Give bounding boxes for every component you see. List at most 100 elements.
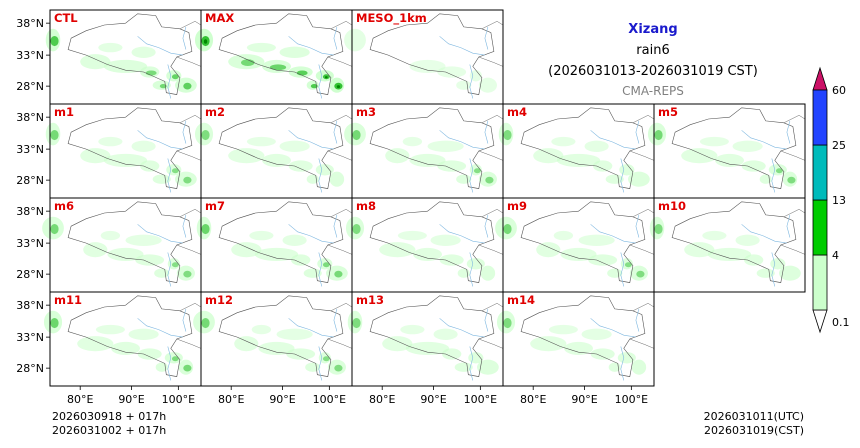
rain-light-area: [258, 341, 295, 355]
river-line: [469, 158, 474, 193]
rain-moderate-area: [171, 262, 179, 268]
country-border: [330, 21, 353, 30]
country-border: [481, 21, 504, 30]
rain-field: [194, 28, 345, 93]
region-border: [671, 107, 797, 189]
rain-moderate-area: [171, 356, 179, 362]
panel-label: m12: [205, 293, 233, 307]
rain-moderate-area: [654, 223, 663, 235]
rain-light-area: [620, 258, 633, 270]
rain-light-area: [279, 140, 310, 152]
panel-background: [50, 198, 201, 292]
rain-light-area: [167, 258, 180, 270]
rain-light-area: [782, 171, 798, 187]
rain-field: [647, 122, 798, 187]
rain-field: [45, 122, 197, 187]
panel-frame: [502, 291, 655, 387]
rain-light-area: [735, 234, 760, 246]
rain-moderate-area: [296, 70, 308, 76]
rain-moderate-area: [183, 176, 192, 184]
rain-light-area: [315, 164, 334, 176]
lon-tick-label: 90°E: [420, 393, 446, 406]
rain-light-area: [631, 359, 647, 375]
country-border: [780, 150, 806, 161]
river-line: [741, 224, 787, 244]
country-border: [330, 115, 353, 124]
river-line: [318, 346, 323, 381]
country-border: [478, 338, 504, 349]
river-line: [288, 318, 334, 338]
panel-label: MAX: [205, 11, 234, 25]
colorbar: 0.1 4 13 25 60: [812, 66, 850, 334]
rain-moderate-area: [50, 317, 59, 329]
region-border: [218, 13, 344, 95]
rain-light-area: [254, 247, 299, 261]
rain-moderate-area: [787, 176, 796, 184]
river-line: [137, 36, 183, 56]
colorbar-level-label: 60: [832, 84, 846, 97]
rain-light-area: [402, 136, 423, 147]
panel-label: m3: [356, 105, 376, 119]
rain-light-area: [329, 171, 345, 187]
rain-light-area: [286, 348, 316, 360]
river-line: [167, 252, 172, 287]
lon-tick-label: 100°E: [162, 393, 195, 406]
rain-moderate-area: [50, 223, 59, 235]
rain-light-area: [100, 230, 121, 241]
rain-light-area: [743, 254, 764, 266]
river-line: [167, 64, 172, 99]
country-border: [481, 209, 504, 218]
rain-light-area: [617, 352, 636, 364]
rain-light-area: [409, 59, 446, 73]
rain-heavy-area: [203, 39, 208, 44]
rain-light-area: [154, 268, 170, 278]
rain-moderate-area: [503, 129, 512, 141]
rain-light-area: [560, 247, 597, 261]
rain-field: [347, 310, 499, 375]
rain-light-area: [139, 160, 160, 172]
rain-light-area: [732, 140, 763, 152]
river-line: [635, 214, 640, 238]
map-panel-m9: m9: [495, 197, 655, 293]
rain-moderate-area: [503, 317, 512, 329]
rain-light-area: [77, 336, 114, 352]
rain-light-area: [282, 234, 307, 246]
valid-time-utc: 2026031011(UTC): [704, 410, 804, 423]
rain-light-area: [469, 70, 482, 82]
rain-light-area: [234, 336, 259, 352]
rain-heavy-area: [336, 85, 341, 89]
rain-light-area: [276, 328, 313, 340]
country-border: [176, 244, 202, 255]
rain-light-area: [578, 234, 615, 246]
river-line: [771, 158, 776, 193]
river-line: [620, 346, 625, 381]
country-border: [327, 56, 353, 67]
region-border: [218, 107, 344, 189]
title-block: Xizang rain6 (2026031013-2026031019 CST)…: [548, 22, 758, 98]
rain-light-area: [290, 254, 311, 266]
country-border: [478, 244, 504, 255]
rain-light-area: [439, 254, 464, 266]
lat-tick-label: 28°N: [16, 174, 44, 187]
colorbar-segment: [812, 254, 828, 311]
rain-field: [193, 310, 346, 375]
rain-moderate-area: [322, 262, 330, 268]
rain-moderate-area: [503, 223, 512, 235]
region-border: [369, 201, 495, 283]
country-border: [632, 209, 655, 218]
panel-label: m6: [54, 199, 74, 213]
country-border: [176, 56, 202, 67]
panel-label: m2: [205, 105, 225, 119]
lat-tick-label: 33°N: [16, 49, 44, 62]
panel-background: [503, 292, 654, 386]
map-panel-meso-1km: MESO_1km: [344, 9, 504, 105]
rain-light-area: [454, 362, 473, 372]
rain-light-area: [279, 46, 310, 58]
country-border: [783, 209, 806, 218]
rain-light-area: [135, 254, 165, 266]
panel-label: CTL: [54, 11, 78, 25]
rain-light-area: [103, 153, 148, 167]
rain-light-area: [413, 247, 442, 261]
rain-field: [496, 310, 647, 375]
rain-light-area: [228, 148, 265, 164]
